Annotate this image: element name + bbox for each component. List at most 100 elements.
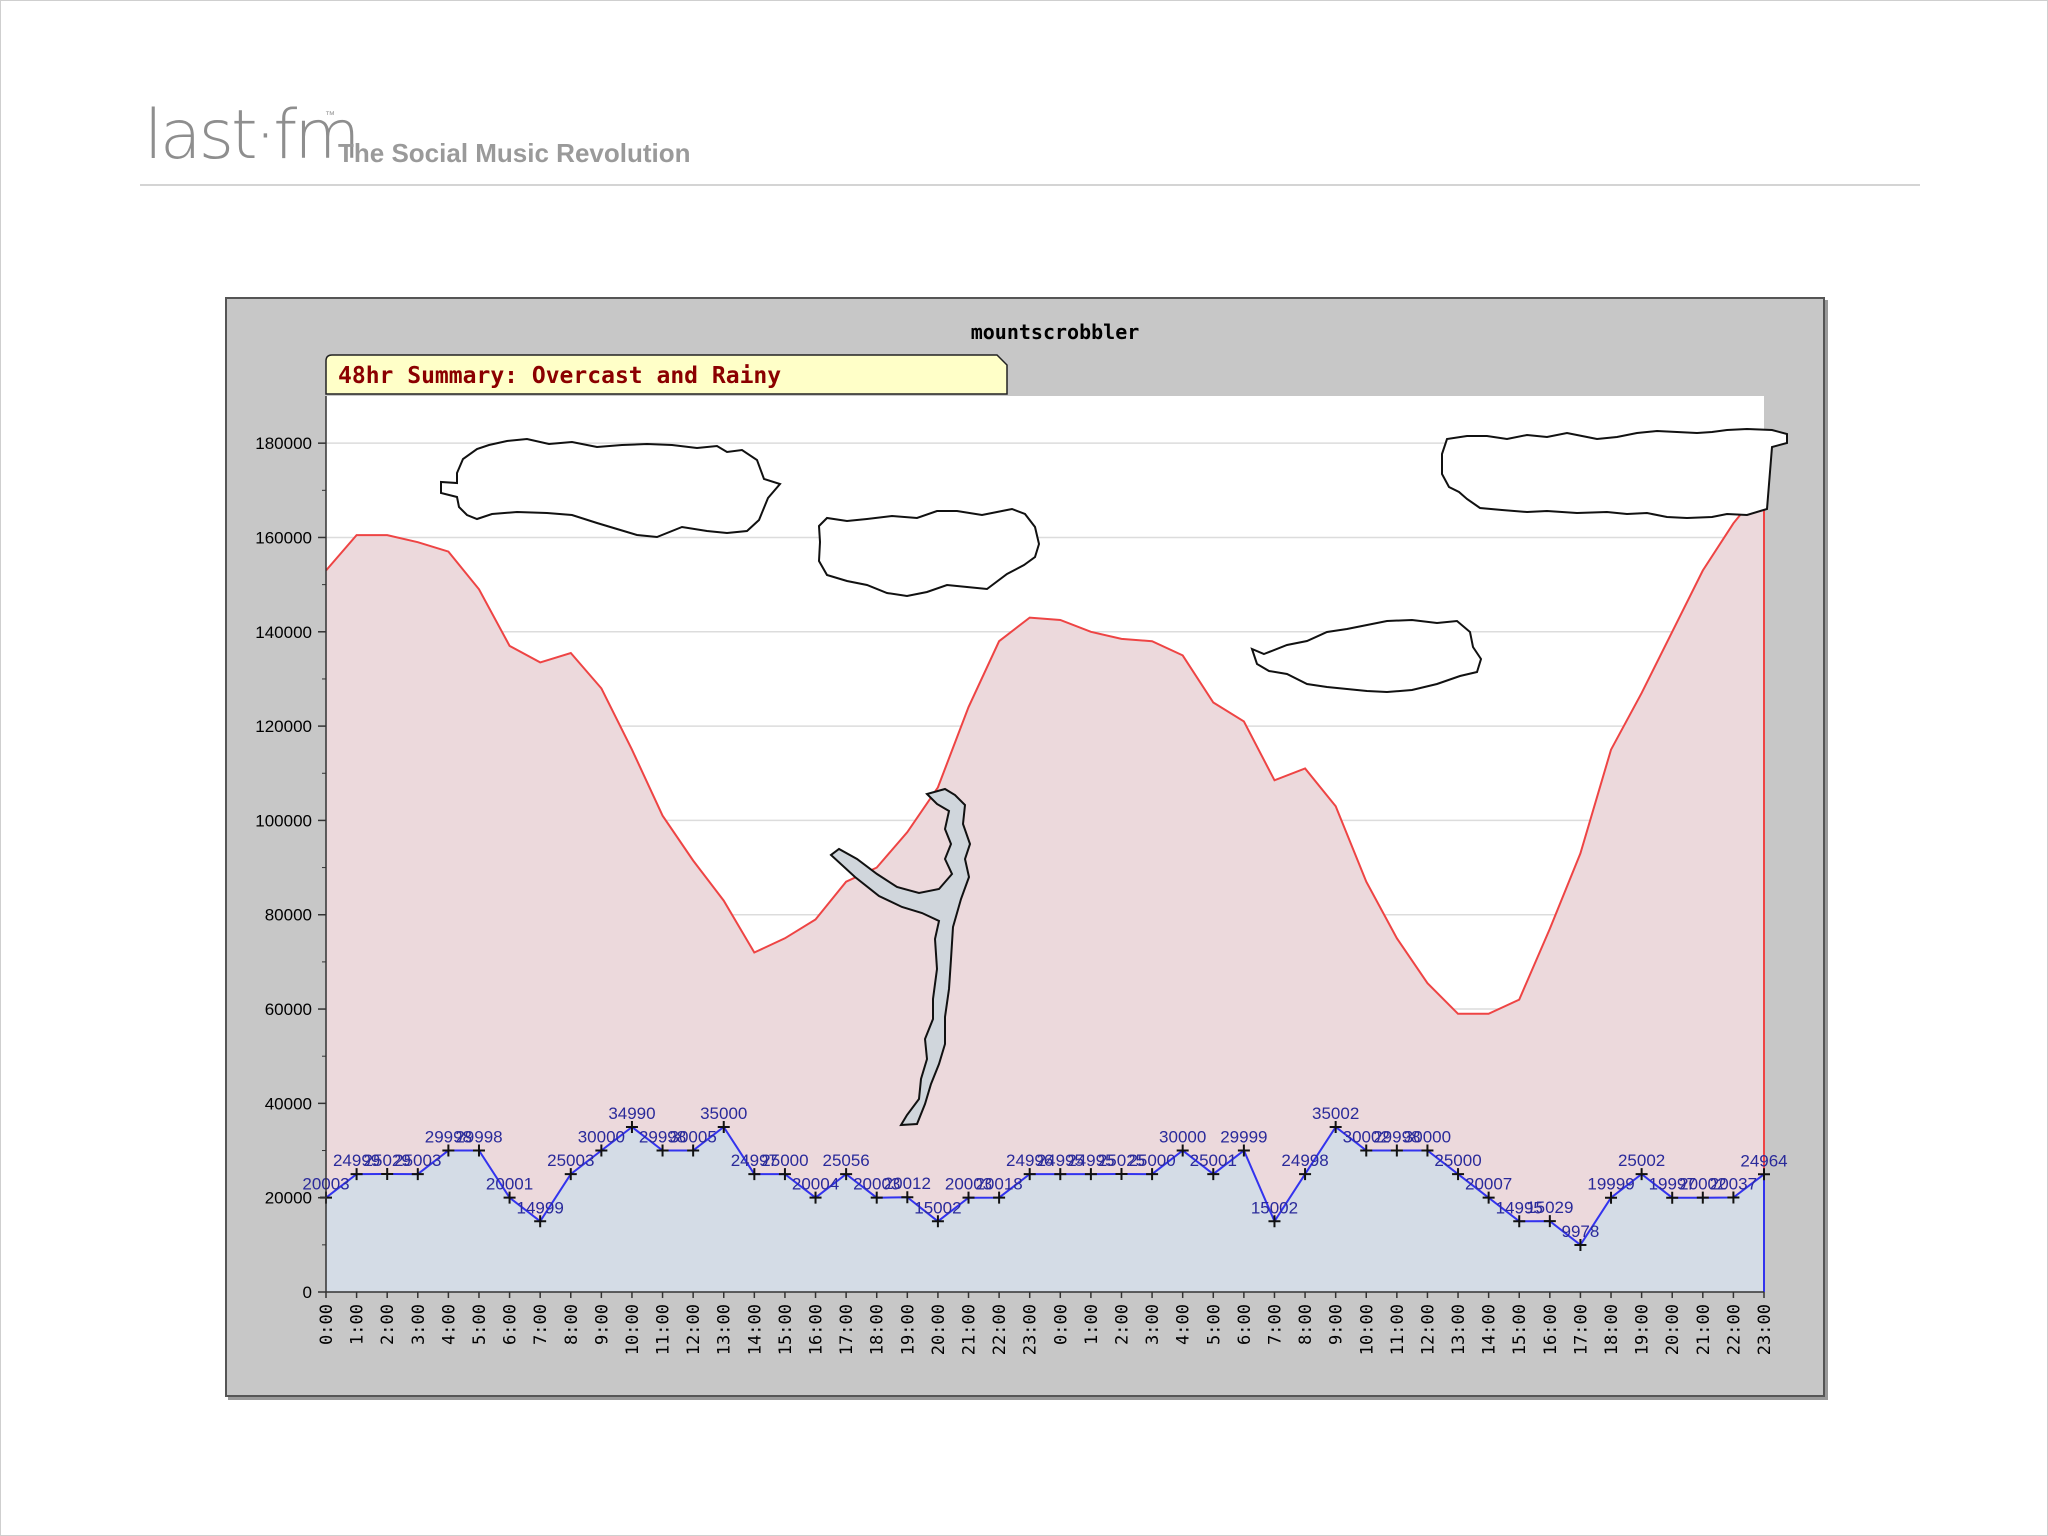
y-tick-label: 60000 [265, 1000, 312, 1019]
x-tick-label: 9:00 [592, 1304, 612, 1345]
data-label: 29999 [1220, 1128, 1267, 1147]
data-label: 20018 [975, 1175, 1022, 1194]
data-point-marker [1635, 1168, 1648, 1181]
data-label: 20003 [945, 1175, 992, 1194]
data-labels: 2000324999250292500329998299982000114999… [302, 1104, 1788, 1251]
x-tick-label: 17:00 [1571, 1304, 1591, 1355]
x-tick-label: 18:00 [868, 1304, 888, 1355]
data-point-marker [1758, 1168, 1770, 1181]
x-tick-label: 4:00 [439, 1304, 459, 1345]
x-tick-label: 5:00 [1204, 1304, 1224, 1345]
x-tick-label: 3:00 [1143, 1304, 1163, 1345]
data-point-marker [472, 1144, 485, 1157]
x-tick-label: 23:00 [1755, 1304, 1775, 1355]
x-tick-label: 6:00 [1235, 1304, 1255, 1345]
data-point-marker [381, 1167, 394, 1180]
data-label: 25000 [1128, 1151, 1175, 1170]
x-tick-label: 4:00 [1174, 1304, 1194, 1345]
data-point-marker [1696, 1191, 1709, 1204]
data-point-marker [901, 1191, 914, 1204]
data-label: 29998 [425, 1128, 472, 1147]
x-tick-label: 16:00 [807, 1304, 827, 1355]
y-tick-label: 0 [303, 1283, 312, 1302]
data-label: 25001 [1190, 1151, 1237, 1170]
data-point-marker [687, 1144, 700, 1157]
data-point-marker [534, 1215, 547, 1228]
x-tick-label: 11:00 [654, 1304, 674, 1355]
y-tick-label: 40000 [265, 1094, 312, 1113]
data-point-marker [1237, 1144, 1250, 1157]
data-point-marker [1543, 1215, 1556, 1228]
x-tick-label: 0:00 [1051, 1304, 1071, 1345]
x-tick-label: 0:00 [317, 1304, 337, 1345]
y-tick-label: 120000 [255, 717, 312, 736]
x-tick-label: 15:00 [776, 1304, 796, 1355]
x-tick-label: 22:00 [990, 1304, 1010, 1355]
data-label: 25025 [1098, 1151, 1145, 1170]
x-tick-label: 21:00 [1694, 1304, 1714, 1355]
data-label: 29998 [455, 1128, 502, 1147]
data-point-marker [809, 1191, 822, 1204]
lightning-bolt-doodle-icon [829, 787, 972, 1127]
x-tick-label: 13:00 [715, 1304, 735, 1355]
x-tick-label: 8:00 [562, 1304, 582, 1345]
data-label: 34990 [608, 1104, 655, 1123]
banner-text: 48hr Summary: Overcast and Rainy [338, 363, 781, 389]
x-tick-label: 18:00 [1602, 1304, 1622, 1355]
data-point-marker [411, 1168, 424, 1181]
data-point-marker [1084, 1168, 1097, 1181]
x-tick-label: 14:00 [1480, 1304, 1500, 1355]
data-point-marker [1452, 1168, 1465, 1181]
series-line-1 [325, 482, 1765, 1292]
logo-trademark: ™ [325, 110, 335, 121]
data-point-marker [962, 1191, 975, 1204]
lastfm-logo[interactable]: last·fm [144, 96, 360, 175]
data-label: 25003 [547, 1151, 594, 1170]
x-tick-label: 16:00 [1541, 1304, 1561, 1355]
data-label: 25029 [364, 1151, 411, 1170]
data-point-marker [442, 1144, 455, 1157]
data-label: 20004 [792, 1175, 839, 1194]
series-areas [325, 482, 1765, 1293]
data-label: 25000 [761, 1151, 808, 1170]
x-tick-label: 19:00 [1633, 1304, 1653, 1355]
x-tick-label: 7:00 [531, 1304, 551, 1345]
data-point-marker [625, 1120, 638, 1133]
data-label: 29998 [639, 1128, 686, 1147]
x-tick-label: 17:00 [837, 1304, 857, 1355]
data-point-marker [1605, 1191, 1618, 1204]
data-label: 15002 [914, 1198, 961, 1217]
data-label: 20003 [853, 1175, 900, 1194]
data-label: 24996 [1006, 1151, 1053, 1170]
x-tick-label: 7:00 [1265, 1304, 1285, 1345]
data-label: 20007 [1465, 1175, 1512, 1194]
data-point-marker [840, 1168, 853, 1181]
data-point-marker [1513, 1215, 1526, 1228]
data-label: 9978 [1562, 1222, 1600, 1241]
data-point-marker [595, 1144, 608, 1157]
x-tick-label: 6:00 [501, 1304, 521, 1345]
data-point-marker [1574, 1238, 1587, 1251]
y-tick-label: 160000 [255, 528, 312, 547]
x-tick-label: 23:00 [1021, 1304, 1041, 1355]
data-point-marker [656, 1144, 669, 1157]
data-point-marker [778, 1168, 791, 1181]
data-point-marker [1207, 1168, 1220, 1181]
data-point-marker [931, 1215, 944, 1228]
data-point-marker [870, 1191, 883, 1204]
data-point-marker [1023, 1168, 1036, 1181]
data-point-marker [993, 1191, 1006, 1204]
data-label: 25000 [1434, 1151, 1481, 1170]
data-label: 30002 [1343, 1128, 1390, 1147]
x-tick-label: 12:00 [1418, 1304, 1438, 1355]
cloud-doodle-icon [440, 427, 1788, 694]
x-tick-label: 2:00 [378, 1304, 398, 1345]
data-point-marker [1482, 1191, 1495, 1204]
data-label: 25056 [822, 1151, 869, 1170]
data-label: 20002 [1679, 1175, 1726, 1194]
x-tick-label: 10:00 [1357, 1304, 1377, 1355]
data-point-marker [748, 1168, 761, 1181]
data-point-marker [503, 1191, 516, 1204]
series-area-1 [326, 485, 1764, 1293]
x-tick-label: 20:00 [1663, 1304, 1683, 1355]
